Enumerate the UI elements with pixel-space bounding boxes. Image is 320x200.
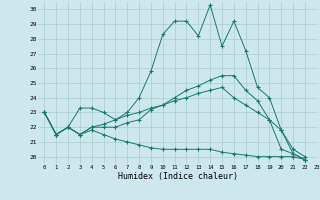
X-axis label: Humidex (Indice chaleur): Humidex (Indice chaleur) [118,172,238,181]
